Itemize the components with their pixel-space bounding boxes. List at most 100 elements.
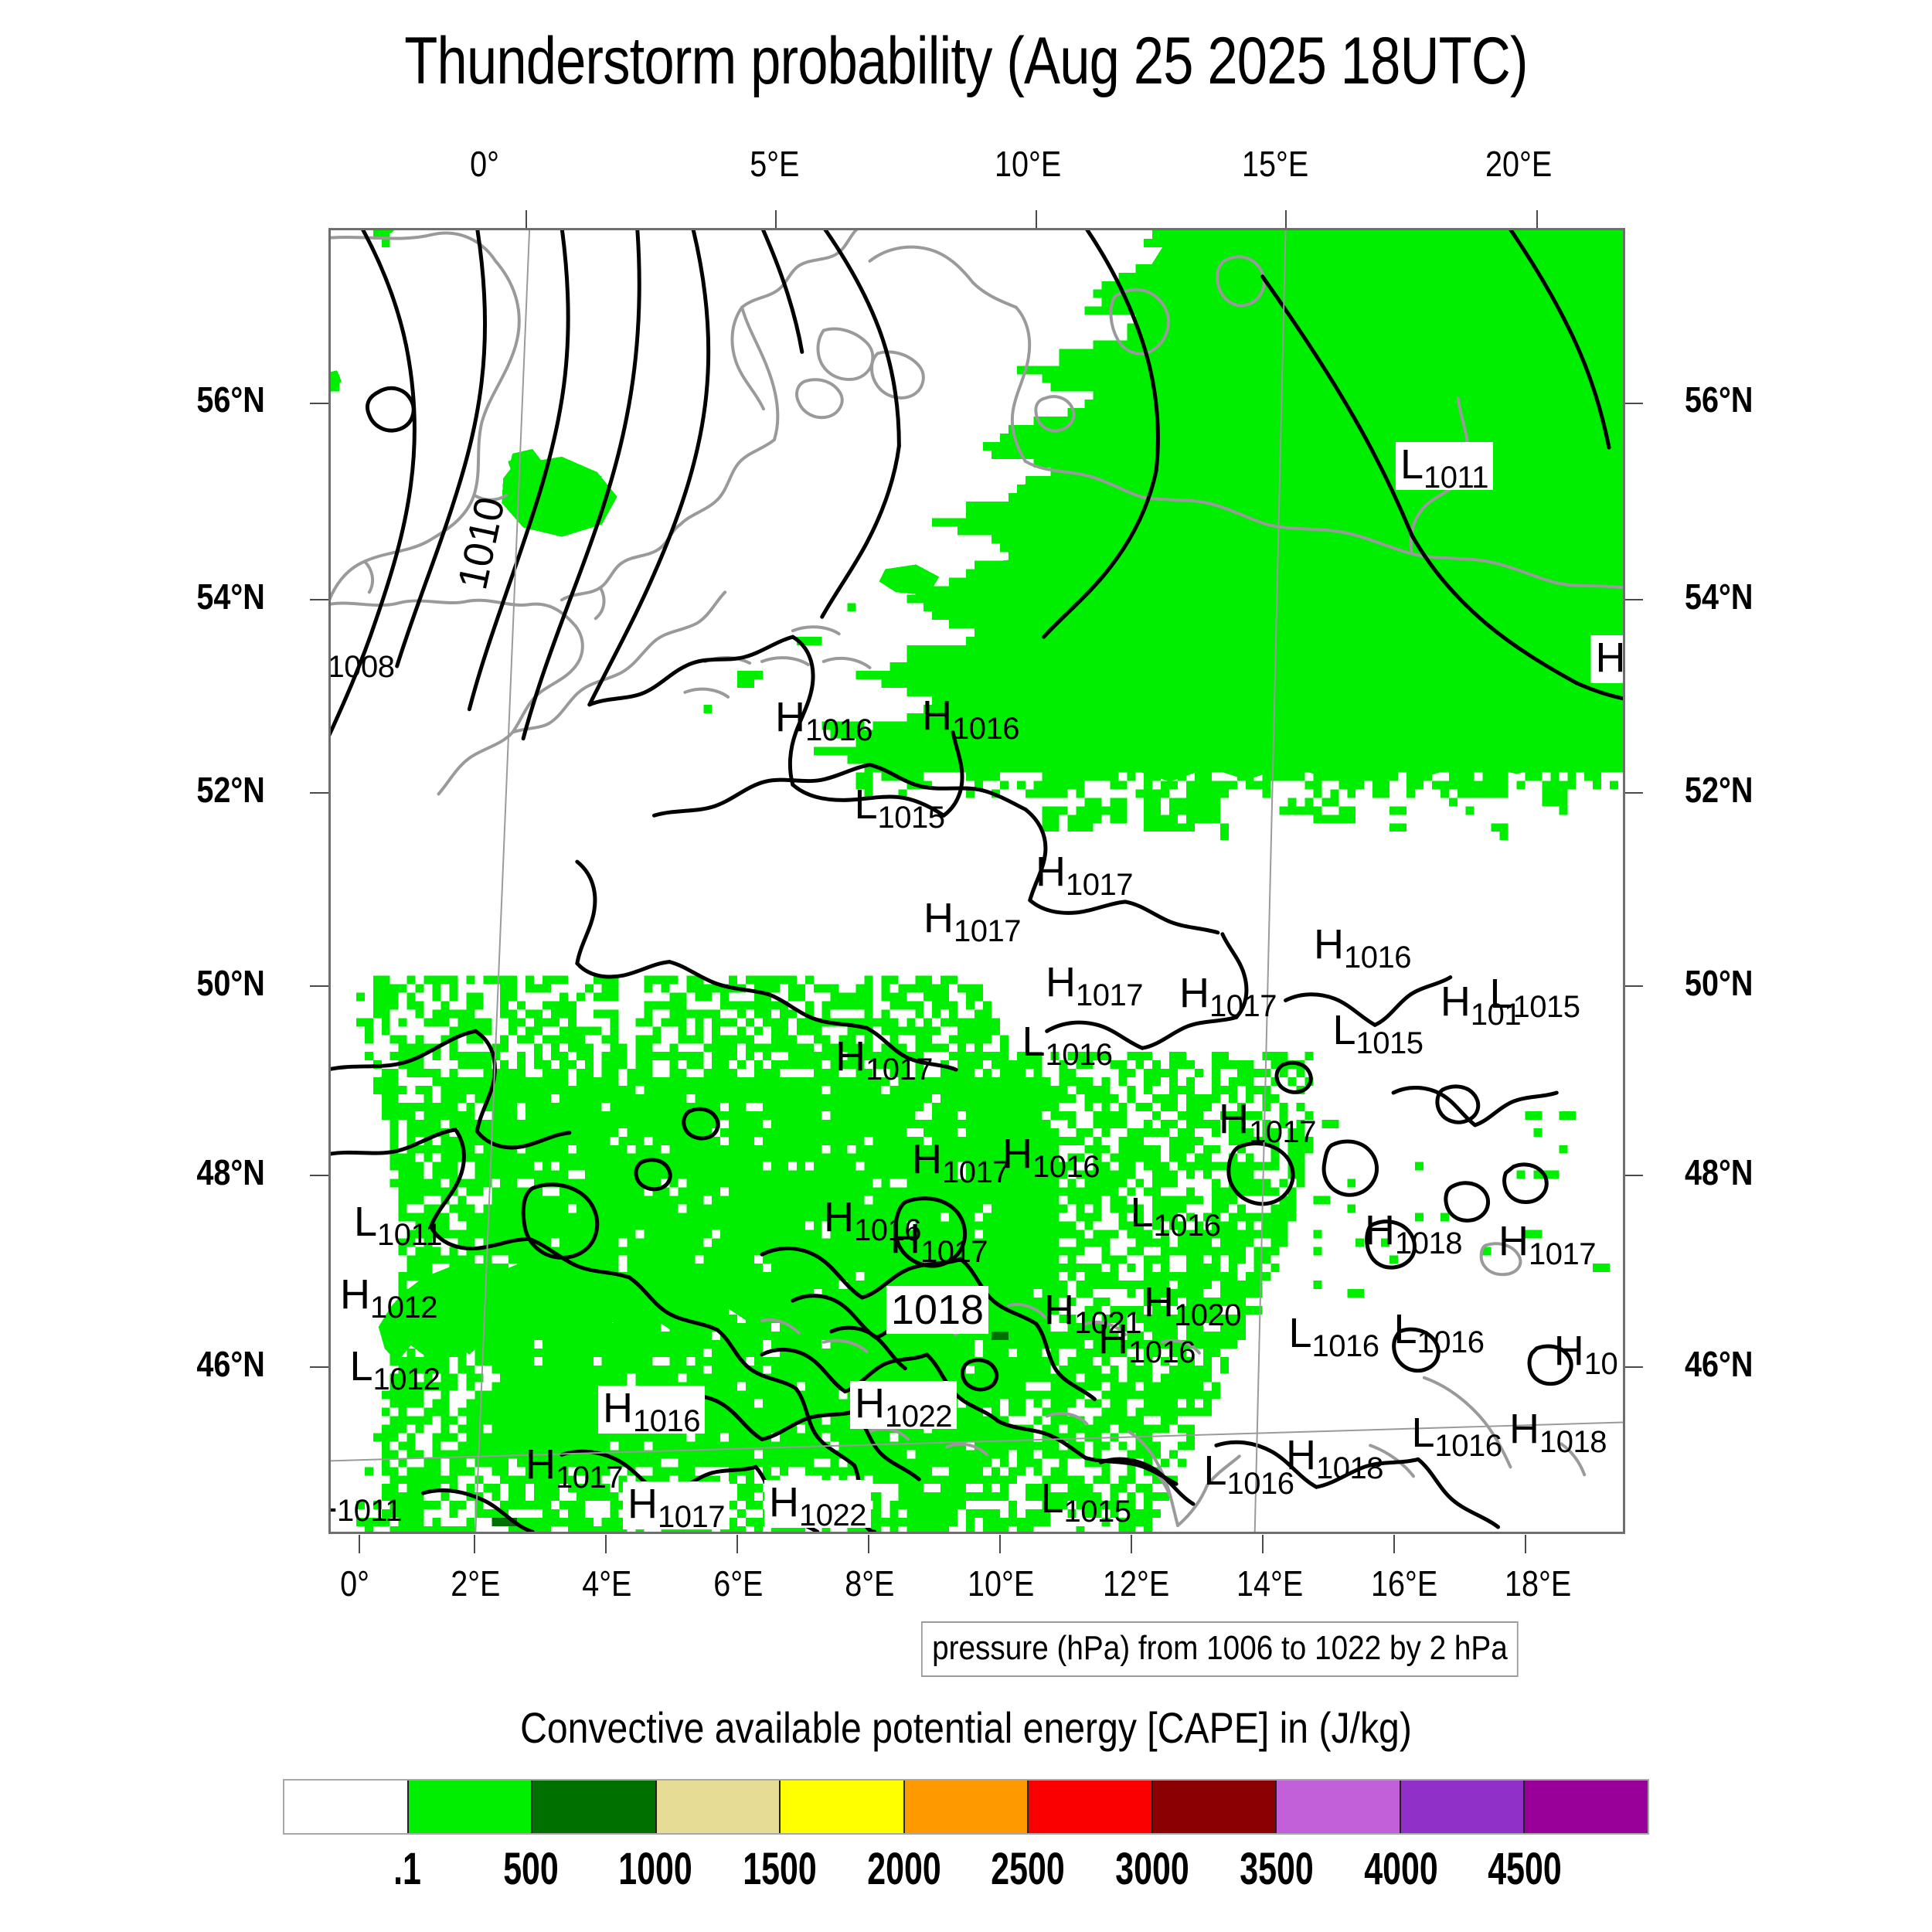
bottom-axis-tick bbox=[999, 1535, 1001, 1553]
coastline-layer bbox=[331, 230, 1623, 1528]
left-axis-tick bbox=[310, 403, 328, 404]
right-axis-label-3: 50°N bbox=[1685, 963, 1753, 1003]
pressure-center-value: 1017 bbox=[954, 914, 1021, 948]
graticule-meridian-15 bbox=[1253, 230, 1287, 1532]
colorbar-swatch-1[interactable] bbox=[406, 1781, 532, 1833]
bottom-axis-label-5: 10°E bbox=[968, 1563, 1035, 1604]
pressure-center-l-11: L1015 bbox=[1332, 1007, 1423, 1059]
top-axis-tick bbox=[1536, 210, 1538, 229]
pressure-center-value: 1017 bbox=[658, 1500, 725, 1534]
pressure-center-symbol: H bbox=[603, 1385, 634, 1431]
pressure-center-value: 1017 bbox=[866, 1053, 933, 1087]
pressure-center-value: 1016 bbox=[1032, 1150, 1100, 1184]
pressure-center-h-3: H1016 bbox=[775, 696, 872, 746]
pressure-center-symbol: H bbox=[628, 1481, 658, 1527]
pressure-center-symbol: L bbox=[1332, 1007, 1356, 1053]
pressure-center-value: 1016 bbox=[1045, 1038, 1113, 1072]
pressure-center-symbol: H bbox=[1002, 1131, 1033, 1177]
left-axis-tick bbox=[310, 1366, 328, 1368]
pressure-center-h-8: H1017 bbox=[1046, 961, 1143, 1011]
pressure-center-symbol: H bbox=[835, 1033, 866, 1080]
pressure-center-symbol: H bbox=[1440, 978, 1471, 1025]
pressure-center-value: 1016 bbox=[1417, 1325, 1485, 1359]
pressure-center-value: 1008 bbox=[328, 650, 395, 684]
cape-colorbar-ticks: .1 500 1000 1500 2000 2500 3000 3500 4000 4500 bbox=[283, 1843, 1649, 1905]
colorbar-swatch-6[interactable] bbox=[1027, 1781, 1151, 1833]
top-axis-label-3: 15°E bbox=[1242, 144, 1309, 184]
pressure-center-symbol: H bbox=[912, 1136, 943, 1182]
pressure-center-symbol: H bbox=[922, 692, 953, 739]
pressure-center-value: 1016 bbox=[1434, 1429, 1502, 1463]
pressure-center-l-1: L1011 bbox=[1395, 441, 1494, 493]
cape-colorbar[interactable] bbox=[283, 1779, 1649, 1835]
pressure-center-l-35: L1016 bbox=[1411, 1412, 1502, 1461]
pressure-center-value: 1017 bbox=[556, 1461, 623, 1495]
bottom-axis-label-9: 18°E bbox=[1505, 1563, 1572, 1604]
pressure-center-symbol: L bbox=[349, 1343, 373, 1389]
colorbar-tick-label: 4000 bbox=[1363, 1844, 1438, 1894]
pressure-center-value: 1018 bbox=[1395, 1226, 1462, 1260]
graticule-parallel-45 bbox=[331, 1421, 1623, 1462]
bottom-axis-label-3: 6°E bbox=[713, 1563, 764, 1604]
colorbar-swatch-0[interactable] bbox=[284, 1781, 407, 1833]
colorbar-tick-label: 3000 bbox=[1115, 1844, 1189, 1894]
colorbar-swatch-9[interactable] bbox=[1399, 1781, 1524, 1833]
pressure-center-symbol: H bbox=[1098, 1316, 1129, 1362]
colorbar-tick-label: 500 bbox=[503, 1844, 560, 1894]
pressure-center-symbol: L bbox=[353, 1199, 378, 1245]
pressure-center-value: 1016 bbox=[633, 1404, 700, 1438]
map-canvas bbox=[331, 230, 1623, 1532]
pressure-center-value: 1016 bbox=[1153, 1209, 1221, 1243]
pressure-center-value: 1015 bbox=[1355, 1026, 1423, 1060]
pressure-center-h-33: H1016 bbox=[598, 1385, 705, 1437]
right-axis-tick bbox=[1624, 1175, 1643, 1176]
pressure-center-symbol: H bbox=[1144, 1279, 1175, 1325]
colorbar-swatch-10[interactable] bbox=[1523, 1781, 1648, 1833]
right-axis-tick bbox=[1624, 792, 1643, 794]
pressure-center-h-2: H bbox=[1590, 635, 1623, 683]
bottom-axis-tick bbox=[359, 1535, 360, 1553]
colorbar-swatch-3[interactable] bbox=[655, 1781, 780, 1833]
pressure-center-value: 1020 bbox=[1174, 1298, 1241, 1332]
colorbar-tick-label: 2500 bbox=[991, 1844, 1066, 1894]
pressure-center-h-32: H10 bbox=[1554, 1330, 1618, 1379]
weather-map[interactable]: L1008L1011HH1016H1016L1015H1017H1017H101… bbox=[328, 228, 1625, 1534]
bottom-axis-label-1: 2°E bbox=[451, 1563, 501, 1604]
right-axis-tick bbox=[1624, 985, 1643, 987]
colorbar-swatch-7[interactable] bbox=[1151, 1781, 1276, 1833]
colorbar-swatch-4[interactable] bbox=[779, 1781, 903, 1833]
right-axis-tick bbox=[1624, 1366, 1643, 1368]
top-axis-tick bbox=[775, 210, 777, 229]
left-axis-label-1: 54°N bbox=[196, 577, 265, 617]
pressure-center-l-43: L1015 bbox=[1040, 1475, 1131, 1527]
pressure-center-l-21: L1016 bbox=[1130, 1192, 1221, 1241]
pressure-center-h-29: H1016 bbox=[1098, 1316, 1196, 1368]
pressure-center-h-25: H1012 bbox=[340, 1274, 437, 1323]
left-axis-label-5: 46°N bbox=[196, 1344, 265, 1384]
left-axis-label-0: 56°N bbox=[196, 379, 265, 420]
colorbar-tick-label: 4500 bbox=[1488, 1844, 1563, 1894]
left-axis-label-2: 52°N bbox=[196, 770, 265, 810]
pressure-center-h-27: H1020 bbox=[1144, 1279, 1241, 1331]
graticule-meridian-0 bbox=[474, 230, 531, 1532]
pressure-center-symbol: L bbox=[1489, 971, 1513, 1017]
colorbar-swatch-8[interactable] bbox=[1275, 1781, 1400, 1833]
colorbar-tick-label: 1500 bbox=[743, 1844, 817, 1894]
pressure-center-symbol: H bbox=[890, 1216, 921, 1262]
pressure-center-value: 1017 bbox=[920, 1235, 988, 1269]
pressure-center-h-23: H1017 bbox=[1498, 1220, 1596, 1270]
bottom-axis-tick bbox=[1393, 1535, 1395, 1553]
pressure-center-symbol: L bbox=[1040, 1475, 1064, 1522]
left-axis-tick bbox=[310, 599, 328, 600]
pressure-center-symbol: H bbox=[769, 1479, 800, 1526]
colorbar-swatch-5[interactable] bbox=[903, 1781, 1028, 1833]
left-axis-tick bbox=[310, 985, 328, 987]
pressure-center-symbol: L bbox=[1400, 441, 1424, 488]
colorbar-tick-label: 2000 bbox=[866, 1844, 941, 1894]
bottom-axis-label-2: 4°E bbox=[582, 1563, 632, 1604]
pressure-center-value: 1017 bbox=[1076, 978, 1143, 1012]
colorbar-swatch-2[interactable] bbox=[531, 1781, 655, 1833]
right-axis-label-5: 46°N bbox=[1685, 1344, 1753, 1384]
top-axis-label-2: 10°E bbox=[995, 144, 1062, 184]
pressure-center-value: 101 bbox=[1470, 998, 1522, 1032]
